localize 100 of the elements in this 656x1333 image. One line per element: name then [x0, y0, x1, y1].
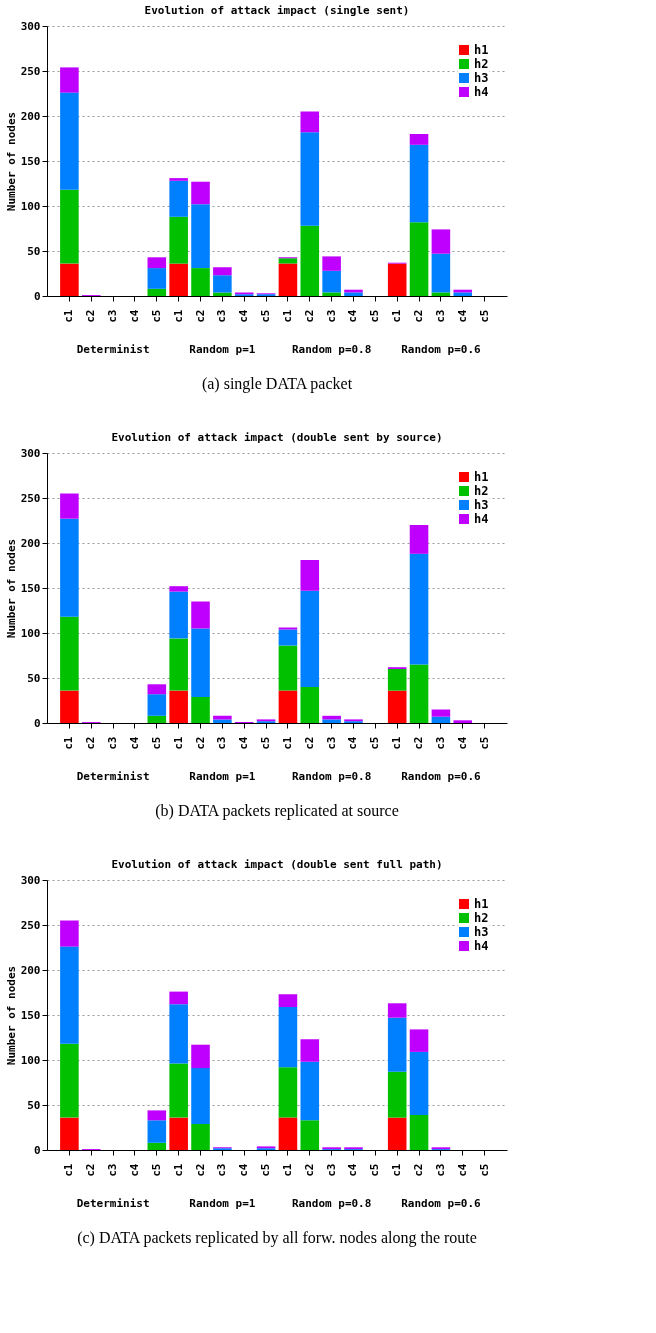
x-tick-label: c2	[193, 736, 207, 750]
text: Random p=1	[189, 770, 256, 783]
x-tick-label: c2	[84, 736, 98, 750]
bar	[60, 518, 79, 617]
legend-label: h1	[474, 897, 489, 911]
x-tick-label: c2	[412, 1163, 426, 1177]
y-axis-title: Number of nodes	[4, 965, 18, 1066]
bar	[169, 586, 188, 592]
x-tick-label: c1	[280, 309, 294, 323]
x-tick-label: c2	[193, 309, 207, 323]
bar	[147, 1120, 167, 1143]
y-tick-label: 150	[20, 581, 41, 595]
bar	[300, 1039, 320, 1062]
x-tick-label: c5	[477, 736, 491, 750]
x-tick-label: c1	[171, 309, 185, 323]
bar	[147, 288, 167, 296]
bar	[147, 1110, 167, 1121]
y-tick-label: 50	[27, 244, 41, 258]
bar	[387, 1017, 407, 1072]
bar	[191, 268, 210, 296]
legend-label: h4	[474, 939, 489, 953]
bar	[213, 719, 232, 723]
chart-title: Evolution of attack impact (double sent full path)	[111, 858, 443, 871]
legend-label: h2	[474, 57, 489, 71]
y-tick-label: 250	[20, 64, 41, 78]
bar	[169, 1004, 188, 1064]
y-tick-label: 300	[20, 446, 41, 460]
text: Random p=0.8	[291, 770, 372, 783]
bar	[169, 263, 188, 296]
x-tick-label: c2	[412, 736, 426, 750]
bar	[431, 709, 451, 717]
x-tick-label: c1	[280, 736, 294, 750]
bar	[169, 178, 188, 181]
x-tick-label: c3	[106, 1163, 120, 1177]
y-tick-label: 200	[20, 963, 41, 977]
bar	[60, 263, 79, 296]
legend-label: h3	[474, 498, 489, 512]
bar	[60, 92, 79, 190]
bar	[300, 590, 320, 687]
x-tick-label: c5	[149, 736, 163, 750]
bar	[431, 292, 451, 296]
bar	[213, 292, 232, 296]
bar	[278, 1117, 298, 1150]
bar	[453, 720, 473, 723]
bar	[300, 1120, 320, 1150]
x-tick-label: c4	[127, 736, 141, 750]
legend-label: h4	[474, 85, 489, 99]
x-tick-label: c5	[477, 1163, 491, 1177]
x-tick-label: c1	[390, 736, 404, 750]
bar	[60, 67, 79, 93]
y-tick-label: 300	[20, 873, 41, 887]
legend-label: h1	[474, 43, 489, 57]
y-tick-label: 250	[20, 918, 41, 932]
bar	[278, 690, 298, 723]
x-tick-label: c3	[215, 309, 229, 323]
y-tick-label: 100	[20, 1053, 41, 1067]
bar	[409, 553, 429, 665]
bar	[387, 1071, 407, 1118]
text: Random p=0.6	[401, 770, 481, 783]
bar	[278, 258, 298, 264]
bar	[387, 690, 407, 723]
bar	[147, 694, 167, 716]
x-tick-label: c3	[324, 736, 338, 750]
bar	[169, 1117, 188, 1150]
x-tick-label: c5	[149, 309, 163, 323]
x-tick-label: c5	[368, 309, 382, 323]
bar	[278, 1006, 298, 1068]
bar	[147, 1142, 167, 1150]
x-tick-label: c2	[412, 309, 426, 323]
x-tick-label: c4	[455, 309, 469, 323]
bar	[169, 638, 188, 691]
bar	[191, 1123, 210, 1150]
bar	[191, 181, 210, 205]
text: Determinist	[76, 1197, 150, 1210]
bar	[409, 144, 429, 223]
x-tick-label: c3	[215, 736, 229, 750]
bar	[147, 268, 167, 289]
legend-label: h4	[474, 512, 489, 526]
y-tick-label: 100	[20, 626, 41, 640]
bar	[409, 222, 429, 296]
x-tick-label: c1	[280, 1163, 294, 1177]
bar	[300, 225, 320, 296]
text: Random p=0.8	[291, 1197, 372, 1210]
x-tick-label: c2	[302, 1163, 316, 1177]
legend-label: h2	[474, 911, 489, 925]
bar	[387, 669, 407, 691]
bar	[213, 267, 232, 276]
chart-title: Evolution of attack impact (double sent by source)	[111, 431, 443, 444]
x-tick-label: c3	[433, 309, 447, 323]
x-tick-label: c3	[324, 1163, 338, 1177]
y-tick-label: 300	[20, 19, 41, 33]
bar	[409, 664, 429, 723]
x-tick-label: c5	[259, 736, 273, 750]
y-tick-label: 50	[27, 671, 41, 685]
bar	[409, 1029, 429, 1052]
bar	[300, 111, 320, 133]
text: (b) DATA packets replicated at source	[155, 802, 399, 820]
bar	[169, 690, 188, 723]
bar	[60, 1117, 79, 1150]
x-tick-label: c4	[455, 1163, 469, 1177]
